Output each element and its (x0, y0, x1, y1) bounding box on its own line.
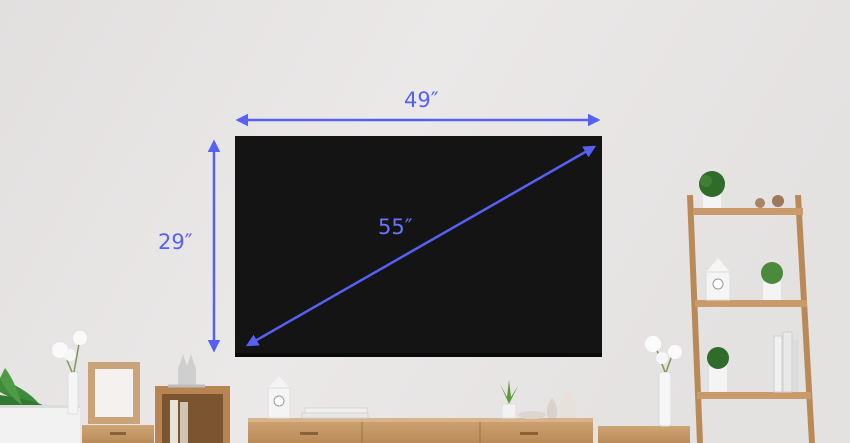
shelf-plant-middle (761, 262, 783, 300)
width-label: 49″ (404, 88, 439, 112)
small-clock (267, 376, 291, 419)
cat-figurine (168, 354, 205, 388)
decorative-vases (518, 390, 578, 419)
right-drawer-unit (598, 426, 690, 443)
diagonal-arrow (245, 145, 597, 347)
shelf-figurines (755, 195, 784, 208)
book-stack (301, 407, 369, 419)
tv-stand (248, 418, 593, 443)
ladder-shelf (687, 194, 815, 443)
cuckoo-clock (705, 258, 731, 301)
white-flower-vase-left (52, 331, 87, 415)
shelf-books (773, 331, 799, 393)
white-flower-vase-right (645, 336, 682, 427)
wooden-shelf-box (155, 386, 230, 443)
picture-frame (88, 362, 140, 424)
height-label: 29″ (158, 230, 193, 254)
small-succulent (500, 380, 518, 419)
left-white-cabinet (0, 405, 80, 443)
shelf-plant-top (699, 171, 725, 208)
shelf-plant-bottom (707, 347, 729, 392)
diagonal-label: 55″ (378, 215, 413, 239)
